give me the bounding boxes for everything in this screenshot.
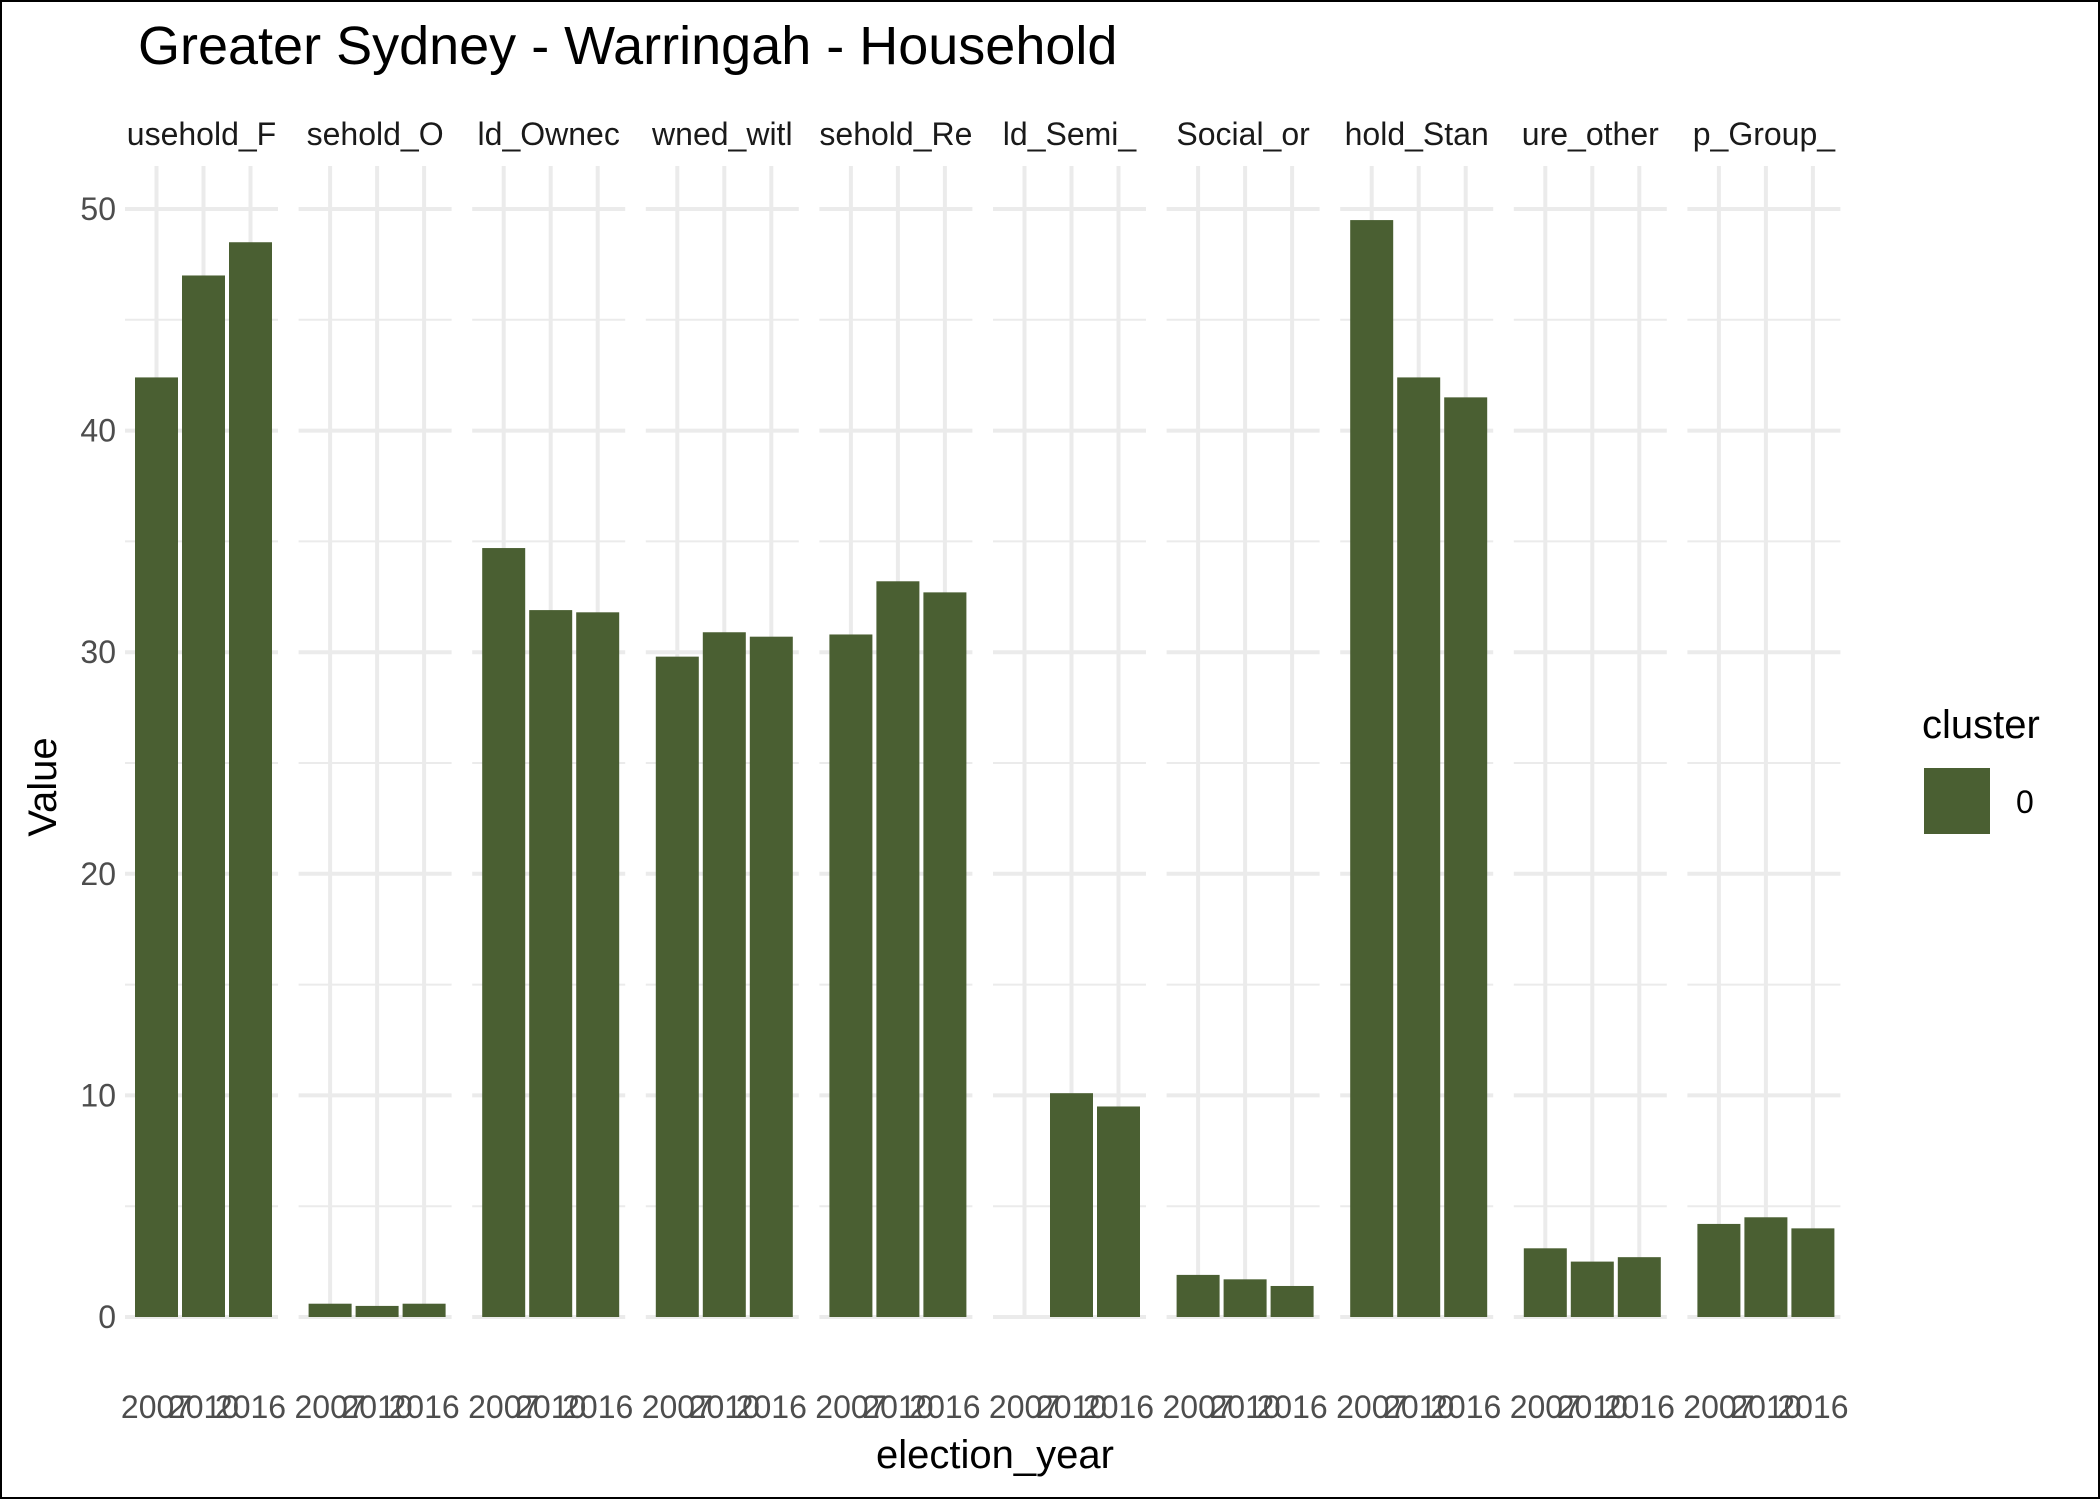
facet-strip-label: Social_or xyxy=(1176,116,1310,152)
bar xyxy=(135,377,178,1317)
x-tick-label: 2010 xyxy=(1557,1389,1628,1425)
bar xyxy=(1350,220,1394,1318)
bar xyxy=(182,275,225,1318)
bar xyxy=(1791,1228,1835,1317)
bar xyxy=(1570,1261,1614,1317)
bar xyxy=(1097,1106,1140,1317)
bar xyxy=(829,634,873,1317)
bar xyxy=(1523,1248,1567,1317)
x-tick-label: 2007 xyxy=(1510,1389,1581,1425)
bar xyxy=(402,1303,446,1317)
x-tick-label: 2010 xyxy=(1036,1389,1107,1425)
bar xyxy=(655,656,699,1317)
y-tick-label: 20 xyxy=(80,856,116,892)
facet-strip-label: wned_witl xyxy=(651,116,793,152)
bar xyxy=(1397,377,1441,1317)
bar xyxy=(308,1303,352,1317)
x-tick-label: 2016 xyxy=(562,1389,633,1425)
x-axis-title: election_year xyxy=(876,1433,1114,1477)
y-axis-title: Value xyxy=(21,737,65,836)
x-tick-label: 2016 xyxy=(1604,1389,1675,1425)
y-tick-label: 0 xyxy=(98,1299,116,1335)
bar xyxy=(1444,397,1488,1317)
x-tick-label: 2007 xyxy=(468,1389,539,1425)
facet-strip-label: hold_Stan xyxy=(1345,116,1489,152)
bar xyxy=(1697,1223,1741,1317)
x-tick-label: 2010 xyxy=(1730,1389,1801,1425)
facet-strip-label: p_Group_ xyxy=(1693,116,1837,152)
x-tick-label: 2016 xyxy=(389,1389,460,1425)
bar xyxy=(576,612,620,1317)
legend-key-swatch xyxy=(1924,768,1990,834)
x-tick-label: 2007 xyxy=(1336,1389,1407,1425)
x-tick-label: 2010 xyxy=(515,1389,586,1425)
bar xyxy=(876,581,920,1317)
x-tick-label: 2016 xyxy=(1777,1389,1848,1425)
x-tick-label: 2010 xyxy=(862,1389,933,1425)
x-tick-label: 2016 xyxy=(909,1389,980,1425)
bar xyxy=(355,1305,399,1317)
x-tick-label: 2010 xyxy=(689,1389,760,1425)
bar xyxy=(1176,1274,1220,1317)
facet-strip-layer: usehold_F sehold_O ld_Ownec wned_witl sehold… xyxy=(127,116,1836,152)
y-tick-label: 50 xyxy=(80,191,116,227)
x-tick-label: 2007 xyxy=(1163,1389,1234,1425)
grid-layer xyxy=(125,166,1841,1319)
x-tick-label: 2016 xyxy=(736,1389,807,1425)
legend-title: cluster xyxy=(1922,703,2040,747)
facet-strip-label: sehold_O xyxy=(307,116,444,152)
facet-strip-label: ure_other xyxy=(1522,116,1659,152)
facet-strip-label: sehold_Re xyxy=(819,116,972,152)
x-tick-label: 2007 xyxy=(295,1389,366,1425)
x-tick-label: 2010 xyxy=(1383,1389,1454,1425)
bar xyxy=(702,632,746,1317)
bar xyxy=(1270,1285,1314,1317)
x-tick-label: 2007 xyxy=(642,1389,713,1425)
bar-layer xyxy=(135,220,1835,1318)
x-tick-label: 2016 xyxy=(1083,1389,1154,1425)
y-tick-layer: 0 10 20 30 40 50 xyxy=(80,191,116,1335)
x-tick-label: 2007 xyxy=(1683,1389,1754,1425)
bar xyxy=(923,592,967,1317)
facet-strip-label: ld_Semi_ xyxy=(1003,116,1138,152)
bar xyxy=(1744,1217,1788,1317)
y-tick-label: 10 xyxy=(80,1077,116,1113)
bar xyxy=(529,610,573,1317)
x-tick-label: 2010 xyxy=(168,1389,239,1425)
facet-strip-label: usehold_F xyxy=(127,116,276,152)
x-tick-label: 2016 xyxy=(1257,1389,1328,1425)
y-tick-label: 40 xyxy=(80,413,116,449)
bar xyxy=(1223,1279,1267,1317)
x-tick-label: 2016 xyxy=(215,1389,286,1425)
x-tick-label: 2007 xyxy=(121,1389,192,1425)
x-tick-label: 2007 xyxy=(989,1389,1060,1425)
facet-strip-label: ld_Ownec xyxy=(478,116,620,152)
bar xyxy=(229,242,272,1318)
legend-entry-label: 0 xyxy=(2016,784,2034,820)
bar xyxy=(1617,1257,1661,1317)
x-tick-label: 2010 xyxy=(1210,1389,1281,1425)
legend: cluster 0 xyxy=(1922,703,2040,834)
x-tick-label: 2016 xyxy=(1430,1389,1501,1425)
bar xyxy=(749,636,793,1317)
chart-title: Greater Sydney - Warringah - Household xyxy=(138,16,1117,76)
bar xyxy=(482,548,526,1317)
x-tick-label: 2010 xyxy=(342,1389,413,1425)
y-tick-label: 30 xyxy=(80,634,116,670)
x-tick-label: 2007 xyxy=(815,1389,886,1425)
bar xyxy=(1050,1093,1093,1317)
